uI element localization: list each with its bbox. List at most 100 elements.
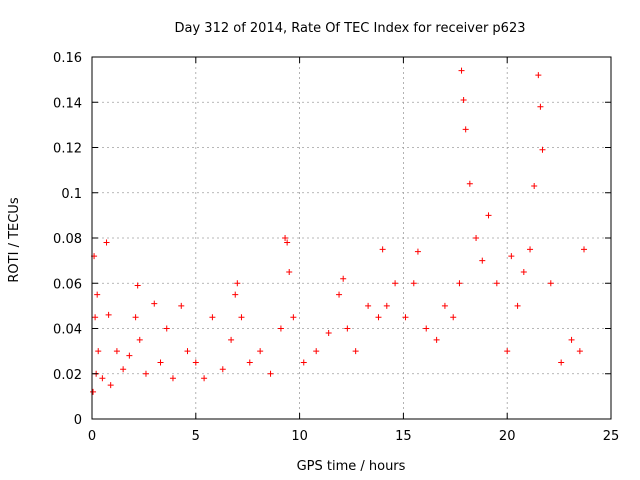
x-tick-label: 25 xyxy=(603,429,620,444)
y-tick-label: 0.16 xyxy=(53,51,82,66)
data-point xyxy=(493,280,500,287)
data-point xyxy=(581,246,588,253)
data-point xyxy=(277,325,284,332)
data-point xyxy=(537,103,544,110)
data-point xyxy=(90,388,97,395)
data-point xyxy=(232,291,239,298)
data-point xyxy=(126,352,133,359)
data-point xyxy=(479,257,486,264)
data-point xyxy=(458,67,465,74)
data-point xyxy=(336,291,343,298)
data-point xyxy=(473,235,480,241)
data-point xyxy=(163,325,170,332)
data-point xyxy=(246,359,253,366)
data-point xyxy=(201,375,208,382)
data-point xyxy=(379,246,386,253)
data-point xyxy=(151,300,158,307)
y-tick-label: 0.04 xyxy=(53,323,82,338)
data-point xyxy=(169,375,176,382)
data-point xyxy=(456,280,463,287)
data-point xyxy=(402,314,409,321)
data-point xyxy=(282,235,289,241)
data-point xyxy=(99,375,106,382)
data-point xyxy=(462,126,469,133)
data-point xyxy=(219,366,226,373)
data-point xyxy=(392,280,399,287)
data-point xyxy=(132,314,139,321)
data-point xyxy=(120,366,127,373)
data-point xyxy=(92,314,99,321)
x-tick-label: 15 xyxy=(395,429,412,444)
data-point xyxy=(238,314,245,321)
data-point xyxy=(313,348,320,355)
data-point xyxy=(192,359,199,366)
data-point xyxy=(105,311,112,318)
data-point xyxy=(228,336,235,343)
x-tick-label: 20 xyxy=(499,429,516,444)
y-tick-label: 0.14 xyxy=(53,96,82,111)
data-point xyxy=(95,348,102,355)
data-point xyxy=(547,280,554,287)
data-point xyxy=(433,336,440,343)
y-axis-label: ROTI / TECUs xyxy=(7,197,22,282)
data-point xyxy=(94,291,101,298)
data-point xyxy=(539,146,546,153)
data-point xyxy=(113,348,120,355)
data-point xyxy=(340,275,347,282)
data-point xyxy=(290,314,297,321)
data-point xyxy=(184,348,191,355)
data-point xyxy=(508,253,515,260)
data-point xyxy=(558,359,565,366)
x-tick-labels: 0 5 10 15 20 25 xyxy=(88,429,619,444)
data-point xyxy=(520,268,527,275)
x-tick-label: 0 xyxy=(88,429,96,444)
data-point xyxy=(142,370,149,377)
x-axis-label: GPS time / hours xyxy=(297,459,406,474)
y-tick-label: 0.02 xyxy=(53,368,82,383)
data-point xyxy=(365,302,372,309)
data-point xyxy=(383,302,390,309)
data-point xyxy=(344,325,351,332)
data-point xyxy=(234,280,241,287)
data-point xyxy=(568,336,575,343)
data-point xyxy=(107,382,114,389)
data-point xyxy=(466,180,473,187)
data-point xyxy=(178,302,185,309)
grid-lines xyxy=(92,57,611,419)
data-point xyxy=(103,239,110,246)
data-point xyxy=(504,348,511,355)
y-tick-label: 0 xyxy=(74,413,82,428)
data-point xyxy=(535,72,542,79)
data-point xyxy=(460,96,467,103)
data-point xyxy=(423,325,430,332)
x-tick-label: 10 xyxy=(291,429,308,444)
y-tick-labels: 0 0.02 0.04 0.06 0.08 0.1 0.12 0.14 0.16 xyxy=(53,51,82,428)
data-point xyxy=(286,268,293,275)
y-tick-label: 0.12 xyxy=(53,142,82,157)
y-tick-label: 0.08 xyxy=(53,232,82,247)
data-point xyxy=(441,302,448,309)
data-point xyxy=(209,314,216,321)
y-tick-label: 0.06 xyxy=(53,277,82,292)
data-points xyxy=(90,67,588,395)
data-point xyxy=(410,280,417,287)
data-point xyxy=(267,370,274,377)
data-point xyxy=(157,359,164,366)
data-point xyxy=(527,246,534,253)
data-point xyxy=(375,314,382,321)
data-point xyxy=(284,239,291,246)
data-point xyxy=(414,248,421,255)
data-point xyxy=(134,282,141,289)
chart-title: Day 312 of 2014, Rate Of TEC Index for r… xyxy=(175,21,526,36)
data-point xyxy=(514,302,521,309)
y-tick-label: 0.1 xyxy=(61,187,82,202)
x-tick-label: 5 xyxy=(192,429,200,444)
data-point xyxy=(485,212,492,219)
data-point xyxy=(352,348,359,355)
data-point xyxy=(257,348,264,355)
data-point xyxy=(325,330,332,337)
axis-ticks xyxy=(91,56,612,420)
data-point xyxy=(531,182,538,189)
data-point xyxy=(300,359,307,366)
